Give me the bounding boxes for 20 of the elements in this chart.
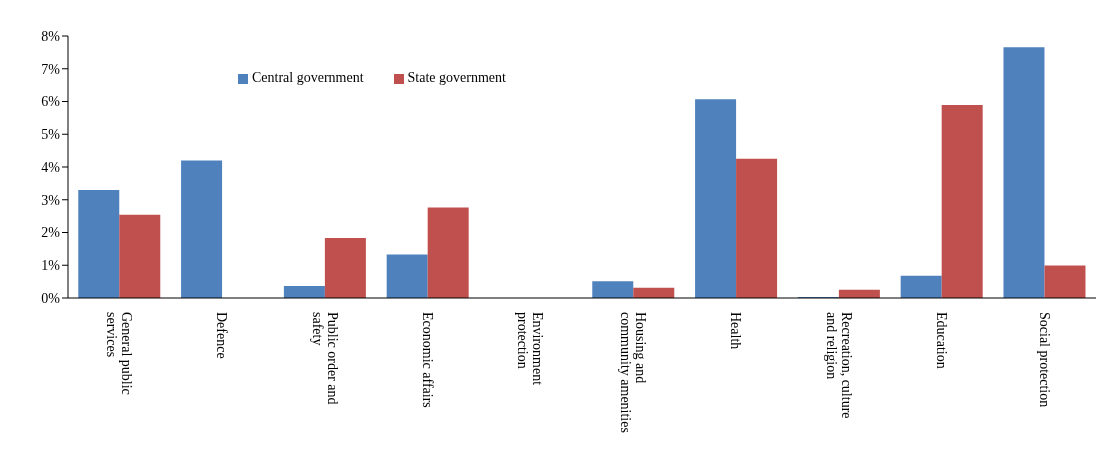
y-tick-label: 5% xyxy=(41,127,61,143)
y-tick-label: 1% xyxy=(41,258,61,274)
x-tick-label: Public order and safety xyxy=(309,312,340,405)
x-tick-label: Recreation, culture and religion xyxy=(823,312,854,419)
legend-label: State government xyxy=(407,70,506,85)
x-tick-label: Social protection xyxy=(1036,312,1052,408)
x-tick-label: Health xyxy=(728,312,744,350)
legend-label: Central government xyxy=(252,70,364,85)
y-tick-label: 2% xyxy=(41,225,61,241)
x-tick-label: Environment protection xyxy=(515,312,546,386)
y-tick-label: 8% xyxy=(41,28,61,44)
y-tick-label: 3% xyxy=(41,192,61,208)
x-tick-label: General public services xyxy=(103,312,134,395)
x-tick-label: Defence xyxy=(214,312,230,359)
y-tick-label: 6% xyxy=(41,94,61,110)
y-tick-label: 7% xyxy=(41,61,61,77)
y-tick-label: 0% xyxy=(41,290,61,306)
x-tick-label: Economic affairs xyxy=(419,312,435,408)
x-tick-label: Education xyxy=(933,312,949,369)
y-tick-label: 4% xyxy=(41,159,61,175)
